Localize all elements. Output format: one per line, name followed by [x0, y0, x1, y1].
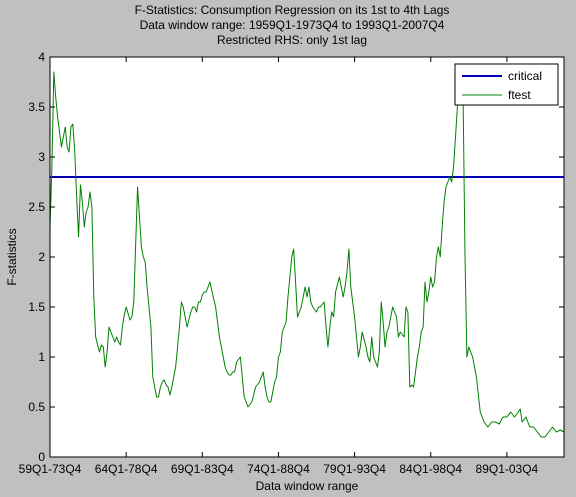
y-tick-label: 3 [38, 150, 45, 164]
chart-title-line-3: Restricted RHS: only 1st lag [217, 33, 367, 47]
chart-title-line-2: Data window range: 1959Q1-1973Q4 to 1993… [140, 18, 445, 32]
x-tick-label: 74Q1-88Q4 [247, 462, 310, 476]
y-tick-label: 3.5 [28, 100, 45, 114]
x-axis-label: Data window range [256, 479, 359, 493]
legend: critical ftest [454, 63, 559, 106]
y-tick-label: 2.5 [28, 200, 45, 214]
ftest-line [49, 71, 565, 438]
y-tick-label: 2 [38, 250, 45, 264]
y-axis: 0 0.5 1 1.5 2 2.5 3 3.5 4 [28, 50, 564, 464]
chart-title-line-1: F-Statistics: Consumption Regression on … [135, 3, 450, 17]
plot-lines [49, 71, 565, 438]
x-tick-label: 89Q1-03Q4 [476, 462, 539, 476]
y-tick-label: 1 [38, 350, 45, 364]
x-tick-label: 59Q1-73Q4 [19, 462, 82, 476]
y-axis-label: F-statistics [5, 228, 19, 285]
y-tick-label: 0.5 [28, 400, 45, 414]
x-axis: 59Q1-73Q4 64Q1-78Q4 69Q1-83Q4 74Q1-88Q4 79Q1… [19, 57, 539, 476]
x-tick-label: 79Q1-93Q4 [323, 462, 386, 476]
x-tick-label: 84Q1-98Q4 [399, 462, 462, 476]
y-tick-label: 4 [38, 50, 45, 64]
axes-background [50, 57, 564, 457]
legend-ftest-label: ftest [508, 88, 531, 102]
legend-box [454, 63, 559, 106]
x-tick-label: 64Q1-78Q4 [95, 462, 158, 476]
y-tick-label: 0 [38, 450, 45, 464]
plot-area: 0 0.5 1 1.5 2 2.5 3 3.5 4 59Q1-73Q4 64Q1-78Q4 69Q1… [19, 50, 565, 476]
legend-critical-label: critical [508, 69, 542, 83]
x-tick-label: 69Q1-83Q4 [171, 462, 234, 476]
y-tick-label: 1.5 [28, 300, 45, 314]
